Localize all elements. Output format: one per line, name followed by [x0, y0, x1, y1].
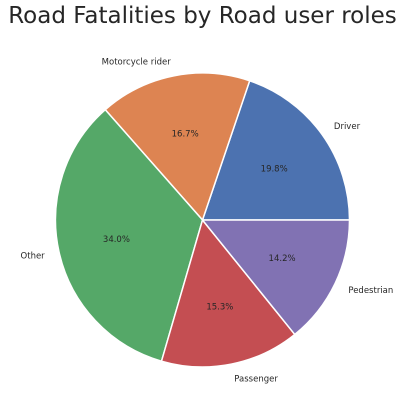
pie-value-label: 16.7%: [172, 130, 199, 140]
pie-value-label: 15.3%: [206, 302, 233, 312]
chart-title: Road Fatalities by Road user roles: [8, 3, 397, 29]
pie-category-label: Passenger: [234, 375, 278, 385]
pie-value-label: 14.2%: [269, 254, 296, 264]
pie-category-label: Pedestrian: [348, 286, 393, 296]
pie-slice-driver: [201, 80, 351, 221]
pie-category-label: Other: [21, 251, 46, 261]
pie-category-label: Driver: [334, 122, 361, 132]
pie-value-label: 19.8%: [261, 165, 288, 175]
pie-slice-other: [54, 108, 204, 362]
pie-category-label: Motorcycle rider: [102, 57, 172, 67]
pie-slice-pedestrian: [201, 219, 351, 336]
pie-slice-passenger: [160, 219, 296, 368]
pie-slice-motorcycle-rider: [104, 72, 251, 221]
pie-value-label: 34.0%: [103, 235, 130, 245]
